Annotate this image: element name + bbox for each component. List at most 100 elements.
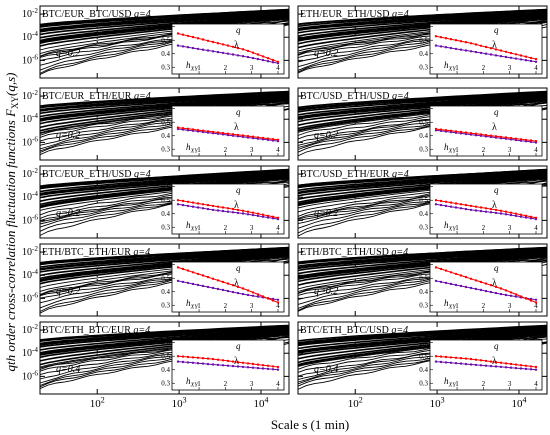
curve-q bbox=[297, 251, 548, 275]
curve-q bbox=[297, 98, 548, 130]
curve-q bbox=[39, 254, 290, 283]
inset-hxy-label: hXY bbox=[444, 298, 457, 311]
inset-x-tick-label: 1 bbox=[455, 224, 459, 232]
inset-x-tick-label: 4 bbox=[276, 224, 280, 232]
y-tick-label: 10-4 bbox=[22, 190, 38, 203]
inset-y-tick-label: 0.3 bbox=[419, 146, 428, 154]
q-low-label: q=0.2 bbox=[56, 130, 80, 141]
curve-q bbox=[297, 256, 548, 290]
panel-btc-eth-btc-usd: 102 103 104 BTC/ETH_BTC/USD q=4 q=0.4 0.6 0.5 0… bbox=[297, 321, 548, 410]
inset-y-tick-label: 0.4 bbox=[419, 366, 428, 374]
inset-y-tick-label: 0.4 bbox=[419, 210, 428, 218]
curve-q bbox=[297, 93, 548, 113]
inset-y-tick-label: 0.5 bbox=[419, 119, 428, 127]
inset-y-tick-label: 0.6 bbox=[161, 105, 170, 113]
inset-x-tick-label: 3 bbox=[508, 224, 512, 232]
lambda-series-line bbox=[435, 128, 537, 142]
y-tick-label: 10-6 bbox=[22, 369, 38, 382]
curve-q bbox=[297, 177, 548, 207]
curve-q bbox=[297, 332, 548, 364]
q-low-label: q=0.2 bbox=[56, 286, 80, 297]
inset-lambda-label: λ bbox=[234, 122, 239, 133]
x-tick-label: 102 bbox=[90, 396, 105, 410]
x-tick-label: 102 bbox=[348, 396, 363, 410]
panel-title: ETH/EUR_ETH/USD q=4 bbox=[300, 9, 409, 20]
inset-x-tick-label: 1 bbox=[197, 64, 201, 72]
y-tick-label: 10-6 bbox=[22, 53, 38, 66]
curve-q bbox=[297, 178, 548, 209]
curve-q bbox=[39, 13, 290, 36]
inset-x-tick-label: 3 bbox=[250, 146, 254, 154]
y-tick-label: 10-2 bbox=[22, 245, 38, 258]
y-tick-label: 10-4 bbox=[22, 30, 38, 43]
y-tick-label: 10-4 bbox=[22, 112, 38, 125]
panel-title: BTC/ETH_BTC/USD q=4 bbox=[300, 325, 408, 336]
q-low-label: q=0.2 bbox=[314, 130, 338, 141]
inset-x-tick-label: 1 bbox=[197, 302, 201, 310]
inset-y-tick-label: 0.6 bbox=[161, 261, 170, 269]
curve-q bbox=[39, 100, 290, 134]
inset-x-tick-label: 4 bbox=[534, 224, 538, 232]
panel-btc-eur-btc-usd: 10-2 10-4 10-6 BTC/EUR_BTC/USD q=4 q=0.2 0.6 0… bbox=[22, 5, 290, 79]
q-low-label: q=0.4 bbox=[56, 364, 80, 375]
inset-x-tick-label: 2 bbox=[482, 64, 486, 72]
y-tick-label: 10-4 bbox=[22, 346, 38, 359]
curve-q bbox=[297, 12, 548, 34]
hxy-series-line bbox=[435, 361, 537, 371]
inset-lambda-label: λ bbox=[492, 122, 497, 133]
inset-y-tick-label: 0.3 bbox=[161, 302, 170, 310]
inset-x-tick-label: 4 bbox=[534, 380, 538, 388]
inset-frame bbox=[171, 261, 285, 313]
inset-y-tick-label: 0.4 bbox=[161, 210, 170, 218]
curve-q bbox=[297, 99, 548, 132]
inset-x-tick-label: 4 bbox=[534, 64, 538, 72]
inset-y-tick-label: 0.6 bbox=[161, 339, 170, 347]
curve-q bbox=[39, 17, 290, 47]
panel-frame bbox=[297, 243, 548, 317]
curve-q bbox=[297, 173, 548, 195]
inset-x-tick-label: 1 bbox=[455, 64, 459, 72]
y-tick-label: 10-6 bbox=[22, 213, 38, 226]
inset-hxy-label: hXY bbox=[186, 298, 199, 311]
inset-q-label: q bbox=[494, 185, 499, 195]
y-tick-label: 10-2 bbox=[22, 167, 38, 180]
panel-btc-eur-eth-usd: 10-2 10-4 10-6 BTC/EUR_ETH/USD q=4 q=0.2 0.6 0… bbox=[22, 165, 290, 239]
curve-q bbox=[297, 100, 548, 132]
panel-eth-btc-eth-eur: 10-2 10-4 10-6 ETH/BTC_ETH/EUR q=4 q=0.2 0.6 0… bbox=[22, 243, 290, 317]
inset-x-tick-label: 1 bbox=[455, 302, 459, 310]
q-low-label: q=0.4 bbox=[314, 364, 338, 375]
panel-frame bbox=[297, 87, 548, 161]
curve-q bbox=[297, 15, 548, 42]
inset-x-tick-label: 3 bbox=[250, 302, 254, 310]
inset-x-tick-label: 2 bbox=[224, 224, 228, 232]
curve-q bbox=[297, 97, 548, 126]
panel-frame bbox=[39, 5, 290, 79]
curve-q bbox=[39, 97, 290, 125]
inset-y-tick-label: 0.5 bbox=[419, 37, 428, 45]
inset-y-tick-label: 0.6 bbox=[419, 183, 428, 191]
y-tick-label: 10-6 bbox=[22, 135, 38, 148]
inset-y-tick-label: 0.6 bbox=[419, 23, 428, 31]
inset-lambda-label: λ bbox=[234, 278, 239, 289]
curve-q bbox=[297, 333, 548, 366]
curve-q bbox=[297, 330, 548, 354]
curve-q bbox=[297, 334, 548, 367]
panel-title: BTC/EUR_ETH/EUR q=4 bbox=[42, 91, 151, 102]
hxy-series-line bbox=[435, 203, 537, 220]
inset-hxy-label: hXY bbox=[186, 142, 199, 155]
curve-q bbox=[297, 173, 548, 197]
panel-btc-eth-btc-eur: 10-2 10-4 10-6 102 103 104 BTC/ETH_BTC/EUR q=4… bbox=[22, 321, 290, 410]
panel-eth-btc-eth-usd: ETH/BTC_ETH/USD q=4 q=0.2 0.6 0.5 0.4 0.3 1 2 3 4… bbox=[297, 243, 548, 317]
inset-x-tick-label: 1 bbox=[197, 224, 201, 232]
y-tick-label: 10-2 bbox=[22, 89, 38, 102]
curve-q bbox=[39, 334, 290, 368]
lambda-series-line bbox=[177, 127, 279, 141]
curve-q bbox=[39, 18, 290, 51]
inset-x-tick-label: 3 bbox=[508, 146, 512, 154]
inset-lambda-label: λ bbox=[492, 200, 497, 211]
inset-x-tick-label: 2 bbox=[482, 224, 486, 232]
q-low-label: q=0.2 bbox=[314, 286, 338, 297]
panel-title: ETH/BTC_ETH/EUR q=4 bbox=[42, 247, 150, 258]
curve-q bbox=[297, 13, 548, 37]
curve-q bbox=[39, 99, 290, 132]
